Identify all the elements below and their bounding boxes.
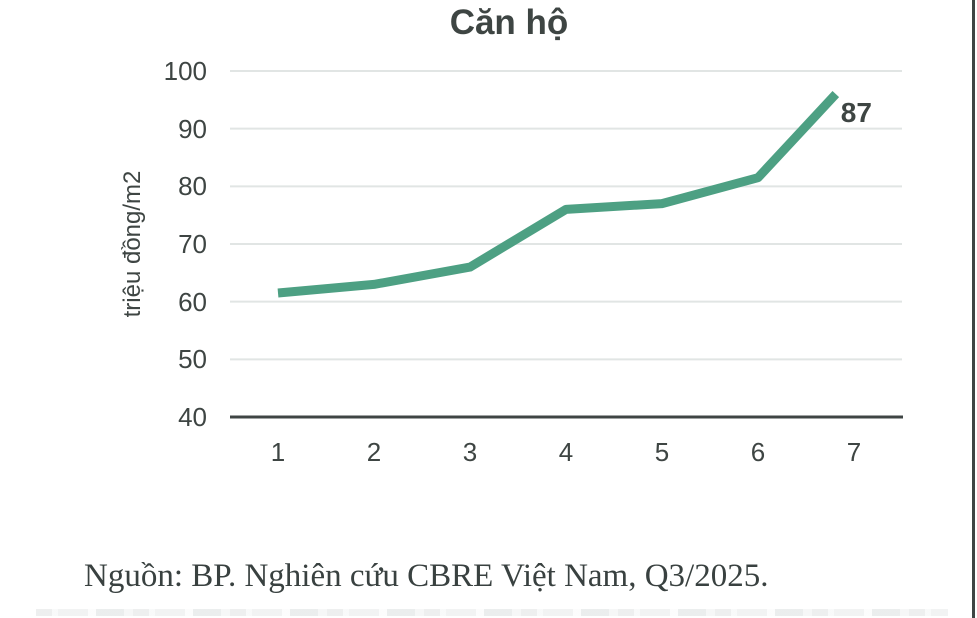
chart-title: Căn hộ <box>449 3 569 42</box>
y-tick-label: 50 <box>178 344 207 375</box>
y-tick-label: 60 <box>178 286 207 317</box>
x-tick-label: 3 <box>462 437 478 467</box>
source-note: Nguồn: BP. Nghiên cứu CBRE Việt Nam, Q3/… <box>84 558 769 594</box>
x-tick-label: 4 <box>558 437 574 467</box>
y-tick-label: 100 <box>163 56 207 86</box>
series-line <box>277 91 840 298</box>
x-tick-label: 2 <box>366 437 382 467</box>
y-tick-label: 80 <box>178 171 207 202</box>
x-tick-label: 7 <box>846 437 862 467</box>
data-label: 87 <box>840 97 872 129</box>
y-tick-label: 90 <box>178 113 207 144</box>
cutoff-text-band <box>36 609 948 616</box>
x-tick-label: 6 <box>750 437 766 467</box>
y-tick-label: 40 <box>178 402 207 432</box>
right-edge-line <box>972 0 975 618</box>
x-tick-label: 5 <box>654 437 670 467</box>
x-tick-label: 1 <box>270 437 286 467</box>
y-tick-label: 70 <box>178 229 207 259</box>
